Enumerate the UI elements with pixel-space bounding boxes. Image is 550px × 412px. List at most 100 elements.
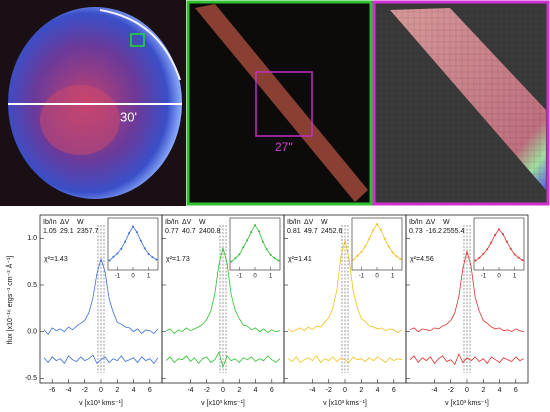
inset-point bbox=[387, 245, 390, 248]
x-tick-label: -4 bbox=[187, 387, 193, 394]
param-value: 0.73 bbox=[409, 228, 423, 235]
y-tick-label: 0.0 bbox=[27, 329, 37, 336]
inset-point bbox=[356, 254, 359, 257]
x-tick-label: 2 bbox=[237, 387, 241, 394]
x-tick-label: 4 bbox=[376, 387, 380, 394]
inset-point bbox=[501, 233, 504, 236]
inset-point bbox=[116, 252, 119, 255]
param-name: W bbox=[199, 219, 206, 226]
x-tick-label: 0 bbox=[99, 387, 103, 394]
inset-tick-label: -1 bbox=[481, 274, 487, 280]
x-tick-label: -2 bbox=[448, 387, 454, 394]
inset-point bbox=[379, 228, 382, 231]
inset-point bbox=[368, 237, 371, 240]
inset-point bbox=[269, 253, 272, 256]
remnant-image: 30' bbox=[0, 0, 186, 206]
spectrum-line bbox=[287, 240, 403, 334]
inset-point bbox=[128, 232, 131, 235]
zoom-image bbox=[372, 0, 550, 206]
y-axis-label: flux [x10⁻¹⁶ ergs⁻¹ cm⁻² Å⁻¹] bbox=[5, 256, 14, 345]
inset-point bbox=[399, 258, 402, 261]
scale-label: 30' bbox=[120, 109, 137, 124]
param-name: Ib/In bbox=[165, 219, 179, 226]
param-value: -16.2 bbox=[426, 228, 442, 235]
x-axis-label: v [x10³ kms⁻¹] bbox=[323, 400, 367, 407]
inset-point bbox=[360, 251, 363, 254]
inset-point bbox=[265, 248, 268, 251]
inset-point bbox=[147, 252, 150, 255]
x-tick-label: 2 bbox=[359, 387, 363, 394]
inset-tick-label: 1 bbox=[391, 274, 395, 280]
inset-tick-label: 0 bbox=[375, 274, 379, 280]
chi-square: χ²=1.43 bbox=[44, 256, 68, 263]
param-name: Ib/In bbox=[409, 219, 423, 226]
param-name: ΔV bbox=[60, 219, 70, 226]
inset-tick-label: 0 bbox=[253, 274, 257, 280]
inset-tick-label: 1 bbox=[147, 274, 151, 280]
chi-square: χ²=1.41 bbox=[288, 256, 312, 263]
inset-frame bbox=[473, 217, 525, 271]
inset-point bbox=[250, 231, 253, 234]
param-name: Ib/In bbox=[287, 219, 301, 226]
inset-point bbox=[498, 228, 500, 231]
param-value: 2400.8 bbox=[199, 228, 221, 235]
inset-point bbox=[364, 245, 367, 248]
x-axis-label: v [x10³ kms⁻¹] bbox=[79, 400, 123, 407]
spectrum-line bbox=[165, 351, 281, 369]
inset-point bbox=[372, 229, 375, 232]
inset-tick-label: 1 bbox=[513, 274, 517, 280]
inset-point bbox=[139, 239, 142, 242]
inset-frame bbox=[229, 217, 281, 271]
inset-point bbox=[155, 258, 158, 261]
param-name: ΔV bbox=[182, 219, 192, 226]
inset-point bbox=[246, 239, 249, 242]
inset-point bbox=[143, 247, 146, 250]
inset-point bbox=[395, 255, 398, 258]
x-tick-label: 6 bbox=[392, 387, 396, 394]
param-value: 0.77 bbox=[165, 228, 179, 235]
x-axis-label: v [x10³ kms⁻¹] bbox=[201, 400, 245, 407]
spectrum-line bbox=[43, 354, 159, 365]
inset-point bbox=[391, 251, 394, 254]
y-tick-label: 1.0 bbox=[27, 235, 37, 242]
inset-tick-label: 0 bbox=[131, 274, 135, 280]
inset-point bbox=[108, 259, 111, 262]
spectrum-line bbox=[409, 353, 525, 366]
inset-point bbox=[513, 253, 516, 256]
filament-image: 27'' bbox=[186, 0, 373, 206]
x-tick-label: -2 bbox=[82, 387, 88, 394]
inset-point bbox=[486, 248, 489, 251]
spectrum-line bbox=[409, 249, 524, 333]
param-value: 29.1 bbox=[60, 228, 74, 235]
spectrum-line bbox=[43, 257, 159, 336]
x-tick-label: 6 bbox=[270, 387, 274, 394]
inset-point bbox=[112, 255, 115, 258]
inset-point bbox=[242, 246, 245, 249]
x-tick-label: 4 bbox=[254, 387, 258, 394]
x-tick-label: 0 bbox=[343, 387, 347, 394]
inset-point bbox=[124, 240, 127, 243]
param-value: 1.05 bbox=[43, 228, 57, 235]
x-tick-label: -4 bbox=[309, 387, 315, 394]
chi-square: χ²=1.73 bbox=[166, 256, 190, 263]
param-name: W bbox=[321, 219, 328, 226]
inset-point bbox=[273, 257, 276, 260]
x-tick-label: -4 bbox=[65, 387, 71, 394]
inset-tick-label: -1 bbox=[237, 274, 243, 280]
x-tick-label: 6 bbox=[148, 387, 152, 394]
inset-point bbox=[490, 241, 493, 244]
inset-point bbox=[509, 247, 512, 250]
inset-point bbox=[277, 259, 280, 262]
chi-square: χ²=4.56 bbox=[410, 256, 434, 263]
inset-point bbox=[352, 258, 355, 261]
y-tick-label: -0.5 bbox=[25, 375, 37, 382]
inset-point bbox=[120, 247, 123, 250]
inset-tick-label: 1 bbox=[269, 274, 273, 280]
scale-label: 27'' bbox=[275, 140, 293, 154]
y-tick-label: 0.5 bbox=[27, 282, 37, 289]
param-value: 49.7 bbox=[304, 228, 318, 235]
inset-point bbox=[521, 259, 524, 262]
inset-point bbox=[505, 240, 508, 243]
x-tick-label: -2 bbox=[204, 387, 210, 394]
inset-point bbox=[151, 256, 154, 259]
